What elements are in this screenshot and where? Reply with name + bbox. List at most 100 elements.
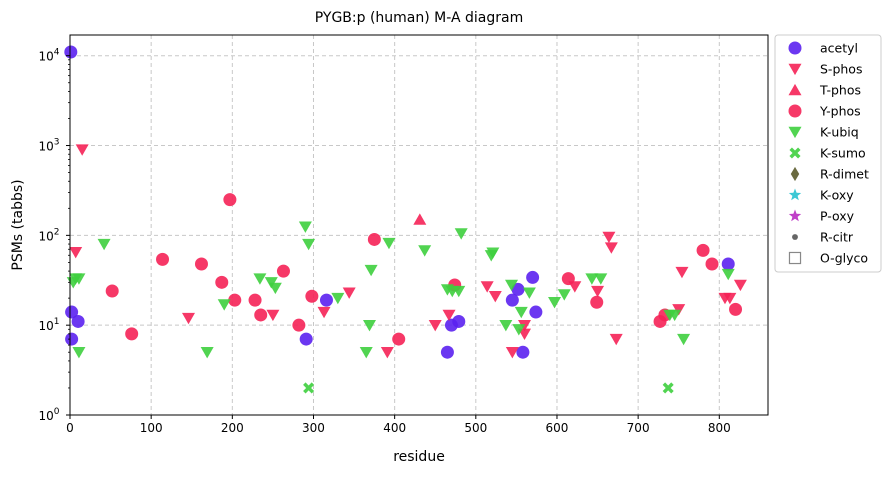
data-point (253, 273, 267, 285)
legend-label: K-sumo (820, 146, 866, 161)
x-tick-label: 400 (383, 421, 406, 435)
data-point (276, 264, 290, 278)
data-point (72, 347, 86, 359)
x-tick-label: 800 (708, 421, 731, 435)
legend-frame (774, 34, 882, 273)
y-tick-label: 101 (38, 317, 59, 333)
series-acetyl (64, 45, 735, 359)
data-point (342, 287, 356, 299)
data-point (331, 292, 345, 305)
data-point (452, 314, 466, 328)
y-tick-label: 102 (38, 227, 59, 243)
data-point (317, 306, 331, 319)
legend-marker (789, 147, 801, 159)
data-point (452, 285, 466, 298)
data-point (440, 345, 454, 359)
legend-marker (790, 166, 800, 182)
x-tick-label: 600 (546, 421, 569, 435)
legend-item: K-sumo (789, 146, 866, 161)
data-point (662, 382, 674, 394)
data-point (516, 345, 530, 359)
data-point (382, 237, 396, 250)
data-point (181, 312, 195, 325)
data-point (512, 324, 526, 336)
data-point (392, 332, 406, 346)
y-tick-label: 104 (38, 48, 59, 64)
series-k-ubiq (66, 221, 735, 359)
data-point (511, 282, 525, 296)
data-point (200, 347, 214, 359)
data-point (156, 252, 170, 266)
data-point (480, 281, 494, 293)
legend-label: R-dimet (820, 167, 869, 182)
data-point (518, 328, 532, 341)
plot-frame (69, 34, 769, 416)
data-point (303, 382, 315, 394)
data-point (499, 319, 513, 332)
data-point (418, 245, 432, 257)
data-point (675, 266, 689, 279)
legend-marker (788, 83, 802, 96)
y-axis-label: PSMs (tabbs) (10, 179, 26, 270)
data-point (65, 305, 79, 319)
legend-marker (788, 63, 802, 76)
data-point (505, 279, 519, 292)
data-point (585, 273, 599, 285)
data-point (105, 284, 119, 298)
data-point (668, 309, 682, 322)
legend-label: T-phos (819, 83, 861, 98)
data-point (413, 213, 427, 225)
data-point (557, 289, 571, 301)
data-point (591, 285, 605, 298)
data-point (548, 297, 562, 309)
data-point (723, 292, 737, 305)
data-point (71, 314, 85, 328)
data-point (677, 333, 691, 346)
legend-item: Y-phos (788, 104, 861, 119)
data-point (367, 232, 381, 246)
legend-item: R-dimet (790, 166, 869, 182)
series-k-sumo (303, 382, 674, 394)
data-point (254, 308, 268, 322)
legend-label: K-ubiq (820, 125, 859, 140)
data-point (302, 238, 316, 251)
legend-marker (788, 209, 802, 222)
x-tick-label: 100 (140, 421, 163, 435)
data-point (733, 279, 747, 292)
data-point (228, 293, 242, 307)
data-point (696, 243, 710, 257)
data-point (518, 319, 532, 332)
data-point (223, 193, 237, 207)
y-axis-ticks: 100 101 102 103 104 (38, 48, 70, 423)
data-point (97, 238, 111, 251)
legend-label: S-phos (820, 62, 862, 77)
legend-marker (788, 126, 802, 139)
legend-marker (788, 104, 802, 118)
data-point (364, 264, 378, 277)
data-point (292, 318, 306, 332)
legend-label: P-oxy (820, 209, 855, 224)
x-tick-label: 500 (464, 421, 487, 435)
data-point (514, 306, 528, 319)
x-axis-ticks: 0 100 200 300 400 500 600 700 800 (66, 415, 731, 435)
data-point (505, 293, 519, 307)
legend-label: acetyl (820, 41, 858, 56)
data-point (705, 257, 719, 271)
legend-item: acetyl (788, 41, 858, 56)
data-point (298, 221, 312, 233)
data-point (729, 302, 743, 316)
data-point (268, 282, 282, 295)
data-point (590, 295, 604, 309)
data-point (299, 332, 313, 346)
data-point (486, 247, 500, 259)
legend-label: R-citr (820, 230, 854, 245)
data-point (362, 319, 376, 332)
legend-item: S-phos (788, 62, 862, 77)
data-point (602, 231, 616, 244)
legend: acetyl S-phos T-phos Y-phos K-ubiq K-sumo R-di… (774, 34, 882, 273)
data-point (75, 144, 89, 156)
data-point (721, 257, 735, 271)
x-tick-label: 300 (302, 421, 325, 435)
y-tick-label: 100 (38, 407, 59, 423)
data-point (505, 347, 519, 359)
